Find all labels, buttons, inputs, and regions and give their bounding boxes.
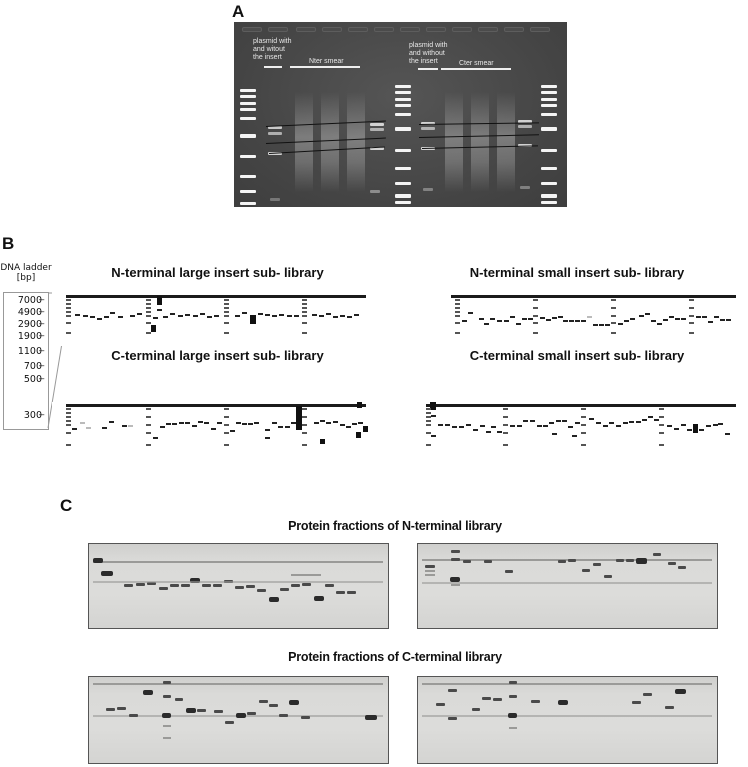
smear-lane <box>497 92 515 192</box>
ladder-value: 1100 <box>17 346 42 357</box>
gel-well <box>348 27 368 32</box>
dna-ladder-header: DNA ladder [bp] <box>0 263 52 283</box>
plasmid-band <box>423 188 433 191</box>
ladder-connector-lines <box>47 292 63 429</box>
plasmid-band <box>268 132 282 135</box>
plasmid-band <box>370 147 384 150</box>
label-nter-smear: Nter smear <box>309 58 344 65</box>
gel-well <box>426 27 446 32</box>
smear-lane <box>471 92 489 192</box>
virtual-gel-n-large <box>52 292 383 346</box>
sds-gel-c-left <box>88 676 389 764</box>
protein-title-c-terminal: Protein fractions of C-terminal library <box>288 650 502 664</box>
plasmid-band <box>370 190 380 193</box>
underline-plasmid-right <box>418 68 438 70</box>
sds-gel-n-left <box>88 543 389 629</box>
virtual-gel-c-small <box>411 402 743 462</box>
ladder-lane-right <box>541 22 559 207</box>
ladder-value: 4900 <box>17 307 42 318</box>
ladder-value: 700 <box>23 361 42 372</box>
ladder-value: 300 <box>23 410 42 421</box>
gel-title-n-large: N-terminal large insert sub- library <box>111 265 324 280</box>
plasmid-band <box>518 120 532 123</box>
plasmid-band <box>370 123 384 126</box>
ladder-value: 500 <box>23 374 42 385</box>
virtual-gel-n-small <box>411 292 743 346</box>
gel-well <box>296 27 316 32</box>
ladder-lane-left <box>240 22 258 207</box>
label-cter-smear: Cter smear <box>459 60 494 67</box>
gel-title-n-small: N-terminal small insert sub- library <box>469 265 685 280</box>
ladder-value: 7000 <box>17 295 42 306</box>
dna-ladder-legend: 7000 4900 2900 1900 1100 700 500 300 <box>3 292 49 430</box>
plasmid-band <box>270 198 280 201</box>
panel-a-label: A <box>232 2 245 21</box>
smear-lane <box>347 92 365 192</box>
ladder-lane-middle <box>395 22 413 207</box>
underline-nter-smear <box>290 66 360 68</box>
ladder-dashes: – – – – – – – – <box>39 294 45 420</box>
sds-gel-c-right <box>417 676 718 764</box>
agarose-gel-image: plasmid with and witout the insert Nter … <box>234 22 567 207</box>
protein-title-n-terminal: Protein fractions of N-terminal library <box>288 519 502 533</box>
ladder-value: 1900 <box>17 331 42 342</box>
ladder-value: 2900 <box>17 319 42 330</box>
panel-b-label: B <box>2 234 15 253</box>
gel-title-c-large: C-terminal large insert sub- library <box>111 348 324 363</box>
underline-cter-smear <box>441 68 511 70</box>
gel-well <box>322 27 342 32</box>
underline-plasmid-left <box>264 66 282 68</box>
gel-well <box>478 27 498 32</box>
gel-well <box>268 27 288 32</box>
annotation-plasmid-left: plasmid with and witout the insert <box>253 38 292 61</box>
sds-gel-n-right <box>417 543 718 629</box>
annotation-plasmid-right: plasmid with and without the insert <box>409 42 448 65</box>
gel-well <box>504 27 524 32</box>
virtual-gel-c-large <box>52 402 383 462</box>
gel-title-c-small: C-terminal small insert sub- library <box>469 348 685 363</box>
gel-well <box>400 27 420 32</box>
plasmid-band <box>370 128 384 131</box>
gel-well <box>242 27 262 32</box>
gel-well <box>530 27 550 32</box>
panel-c-label: C <box>60 496 73 515</box>
plasmid-band <box>520 186 530 189</box>
plasmid-band <box>518 125 532 128</box>
plasmid-band <box>518 144 532 147</box>
plasmid-band <box>421 127 435 130</box>
plasmid-band <box>268 126 282 129</box>
smear-lane <box>445 92 463 192</box>
smear-lane <box>321 92 339 192</box>
gel-well <box>452 27 472 32</box>
gel-well <box>374 27 394 32</box>
